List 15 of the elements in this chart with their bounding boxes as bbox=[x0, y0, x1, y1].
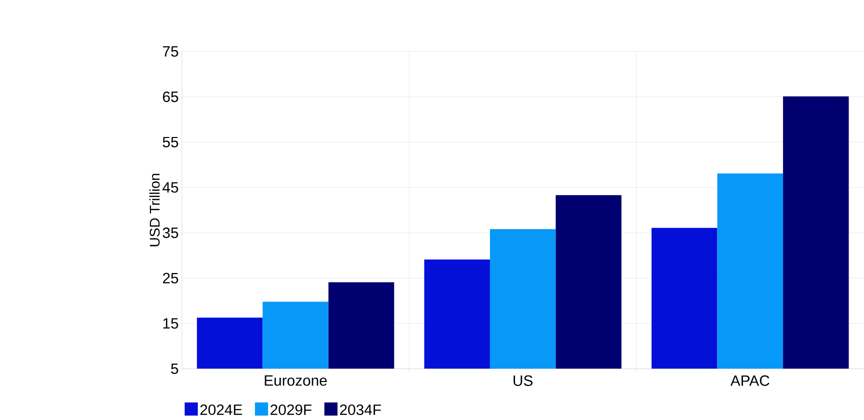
y-tick-label: 65 bbox=[162, 92, 178, 102]
y-tick-label: 75 bbox=[162, 46, 178, 57]
y-tick-label: 5 bbox=[171, 364, 178, 374]
legend-label: 2029F bbox=[270, 404, 312, 416]
y-axis-title: USD Trillion bbox=[149, 174, 160, 246]
y-tick-label: 55 bbox=[162, 137, 178, 148]
y-tick-label: 45 bbox=[162, 182, 178, 193]
legend-label: 2034F bbox=[340, 404, 381, 416]
legend-label: 2024E bbox=[200, 404, 242, 416]
x-tick-label: US bbox=[514, 376, 533, 386]
y-tick-label: 35 bbox=[162, 228, 178, 238]
x-tick-label: Eurozone bbox=[264, 376, 327, 386]
y-tick-label: 25 bbox=[162, 272, 178, 284]
x-tick-label: APAC bbox=[730, 376, 770, 386]
y-tick-label: 15 bbox=[163, 318, 178, 329]
